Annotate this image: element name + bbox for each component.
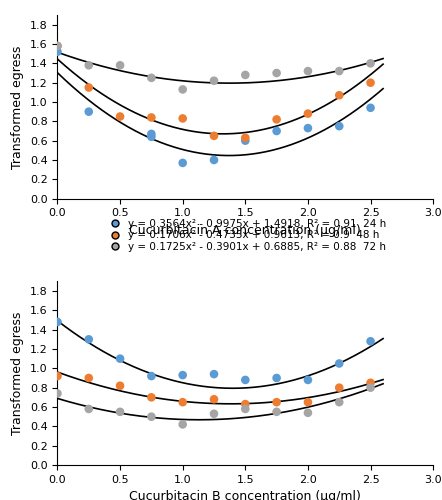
- Point: [210, 76, 217, 84]
- Point: [336, 67, 343, 75]
- Point: [85, 405, 92, 413]
- Point: [85, 374, 92, 382]
- Point: [148, 74, 155, 82]
- Point: [367, 379, 374, 387]
- Point: [54, 318, 61, 326]
- Point: [273, 116, 280, 124]
- Point: [336, 360, 343, 368]
- Point: [85, 62, 92, 70]
- Point: [305, 409, 312, 417]
- Point: [179, 114, 186, 122]
- Point: [148, 412, 155, 420]
- X-axis label: Cucurbitacin B concentration (μg/ml): Cucurbitacin B concentration (μg/ml): [130, 490, 361, 500]
- Point: [242, 376, 249, 384]
- Point: [367, 104, 374, 112]
- Point: [242, 71, 249, 79]
- Point: [273, 408, 280, 416]
- Point: [242, 405, 249, 413]
- Point: [242, 134, 249, 142]
- Point: [273, 69, 280, 77]
- Point: [148, 372, 155, 380]
- Point: [305, 124, 312, 132]
- Point: [117, 382, 124, 390]
- Point: [336, 384, 343, 392]
- Point: [367, 78, 374, 86]
- Point: [367, 384, 374, 392]
- Point: [85, 84, 92, 92]
- Point: [179, 371, 186, 379]
- Point: [305, 376, 312, 384]
- Point: [210, 370, 217, 378]
- Point: [242, 136, 249, 144]
- Point: [85, 108, 92, 116]
- Point: [117, 62, 124, 70]
- Y-axis label: Transformed egress: Transformed egress: [11, 45, 24, 168]
- Point: [367, 338, 374, 345]
- X-axis label: Cucurbitacin A concentration (μg/ml): Cucurbitacin A concentration (μg/ml): [130, 224, 361, 237]
- Y-axis label: Transformed egress: Transformed egress: [11, 312, 24, 435]
- Point: [305, 398, 312, 406]
- Point: [54, 390, 61, 398]
- Point: [336, 122, 343, 130]
- Point: [54, 372, 61, 380]
- Point: [148, 114, 155, 122]
- Point: [273, 398, 280, 406]
- Point: [179, 420, 186, 428]
- Point: [336, 398, 343, 406]
- Point: [148, 394, 155, 402]
- Point: [179, 398, 186, 406]
- Point: [210, 156, 217, 164]
- Point: [54, 42, 61, 50]
- Point: [273, 127, 280, 135]
- Point: [273, 374, 280, 382]
- Point: [210, 410, 217, 418]
- Point: [117, 112, 124, 120]
- Point: [367, 60, 374, 68]
- Point: [117, 354, 124, 362]
- Legend: y = 0.3564x² - 0.9975x + 1.4918, R² = 0.91  24 h, y = 0.1706x² - 0.4735x + 0.961: y = 0.3564x² - 0.9975x + 1.4918, R² = 0.…: [102, 216, 389, 254]
- Point: [242, 400, 249, 408]
- Point: [54, 42, 61, 50]
- Point: [148, 133, 155, 141]
- Point: [179, 159, 186, 167]
- Point: [336, 91, 343, 99]
- Point: [210, 396, 217, 404]
- Point: [305, 67, 312, 75]
- Point: [85, 336, 92, 344]
- Point: [305, 110, 312, 118]
- Point: [210, 132, 217, 140]
- Point: [117, 408, 124, 416]
- Point: [54, 48, 61, 56]
- Point: [179, 86, 186, 94]
- Point: [148, 130, 155, 138]
